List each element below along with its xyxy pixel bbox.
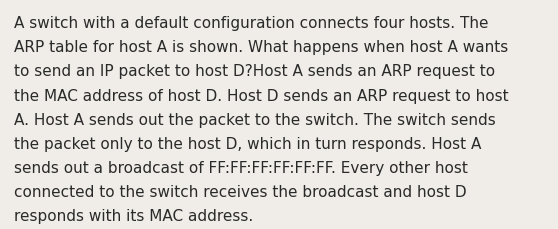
Text: sends out a broadcast of FF:FF:FF:FF:FF:FF. Every other host: sends out a broadcast of FF:FF:FF:FF:FF:…	[14, 160, 468, 175]
Text: to send an IP packet to host D?Host A sends an ARP request to: to send an IP packet to host D?Host A se…	[14, 64, 495, 79]
Text: the packet only to the host D, which in turn responds. Host A: the packet only to the host D, which in …	[14, 136, 482, 151]
Text: ARP table for host A is shown. What happens when host A wants: ARP table for host A is shown. What happ…	[14, 40, 508, 55]
Text: responds with its MAC address.: responds with its MAC address.	[14, 208, 253, 223]
Text: connected to the switch receives the broadcast and host D: connected to the switch receives the bro…	[14, 184, 466, 199]
Text: the MAC address of host D. Host D sends an ARP request to host: the MAC address of host D. Host D sends …	[14, 88, 508, 103]
Text: A switch with a default configuration connects four hosts. The: A switch with a default configuration co…	[14, 16, 488, 31]
Text: A. Host A sends out the packet to the switch. The switch sends: A. Host A sends out the packet to the sw…	[14, 112, 496, 127]
